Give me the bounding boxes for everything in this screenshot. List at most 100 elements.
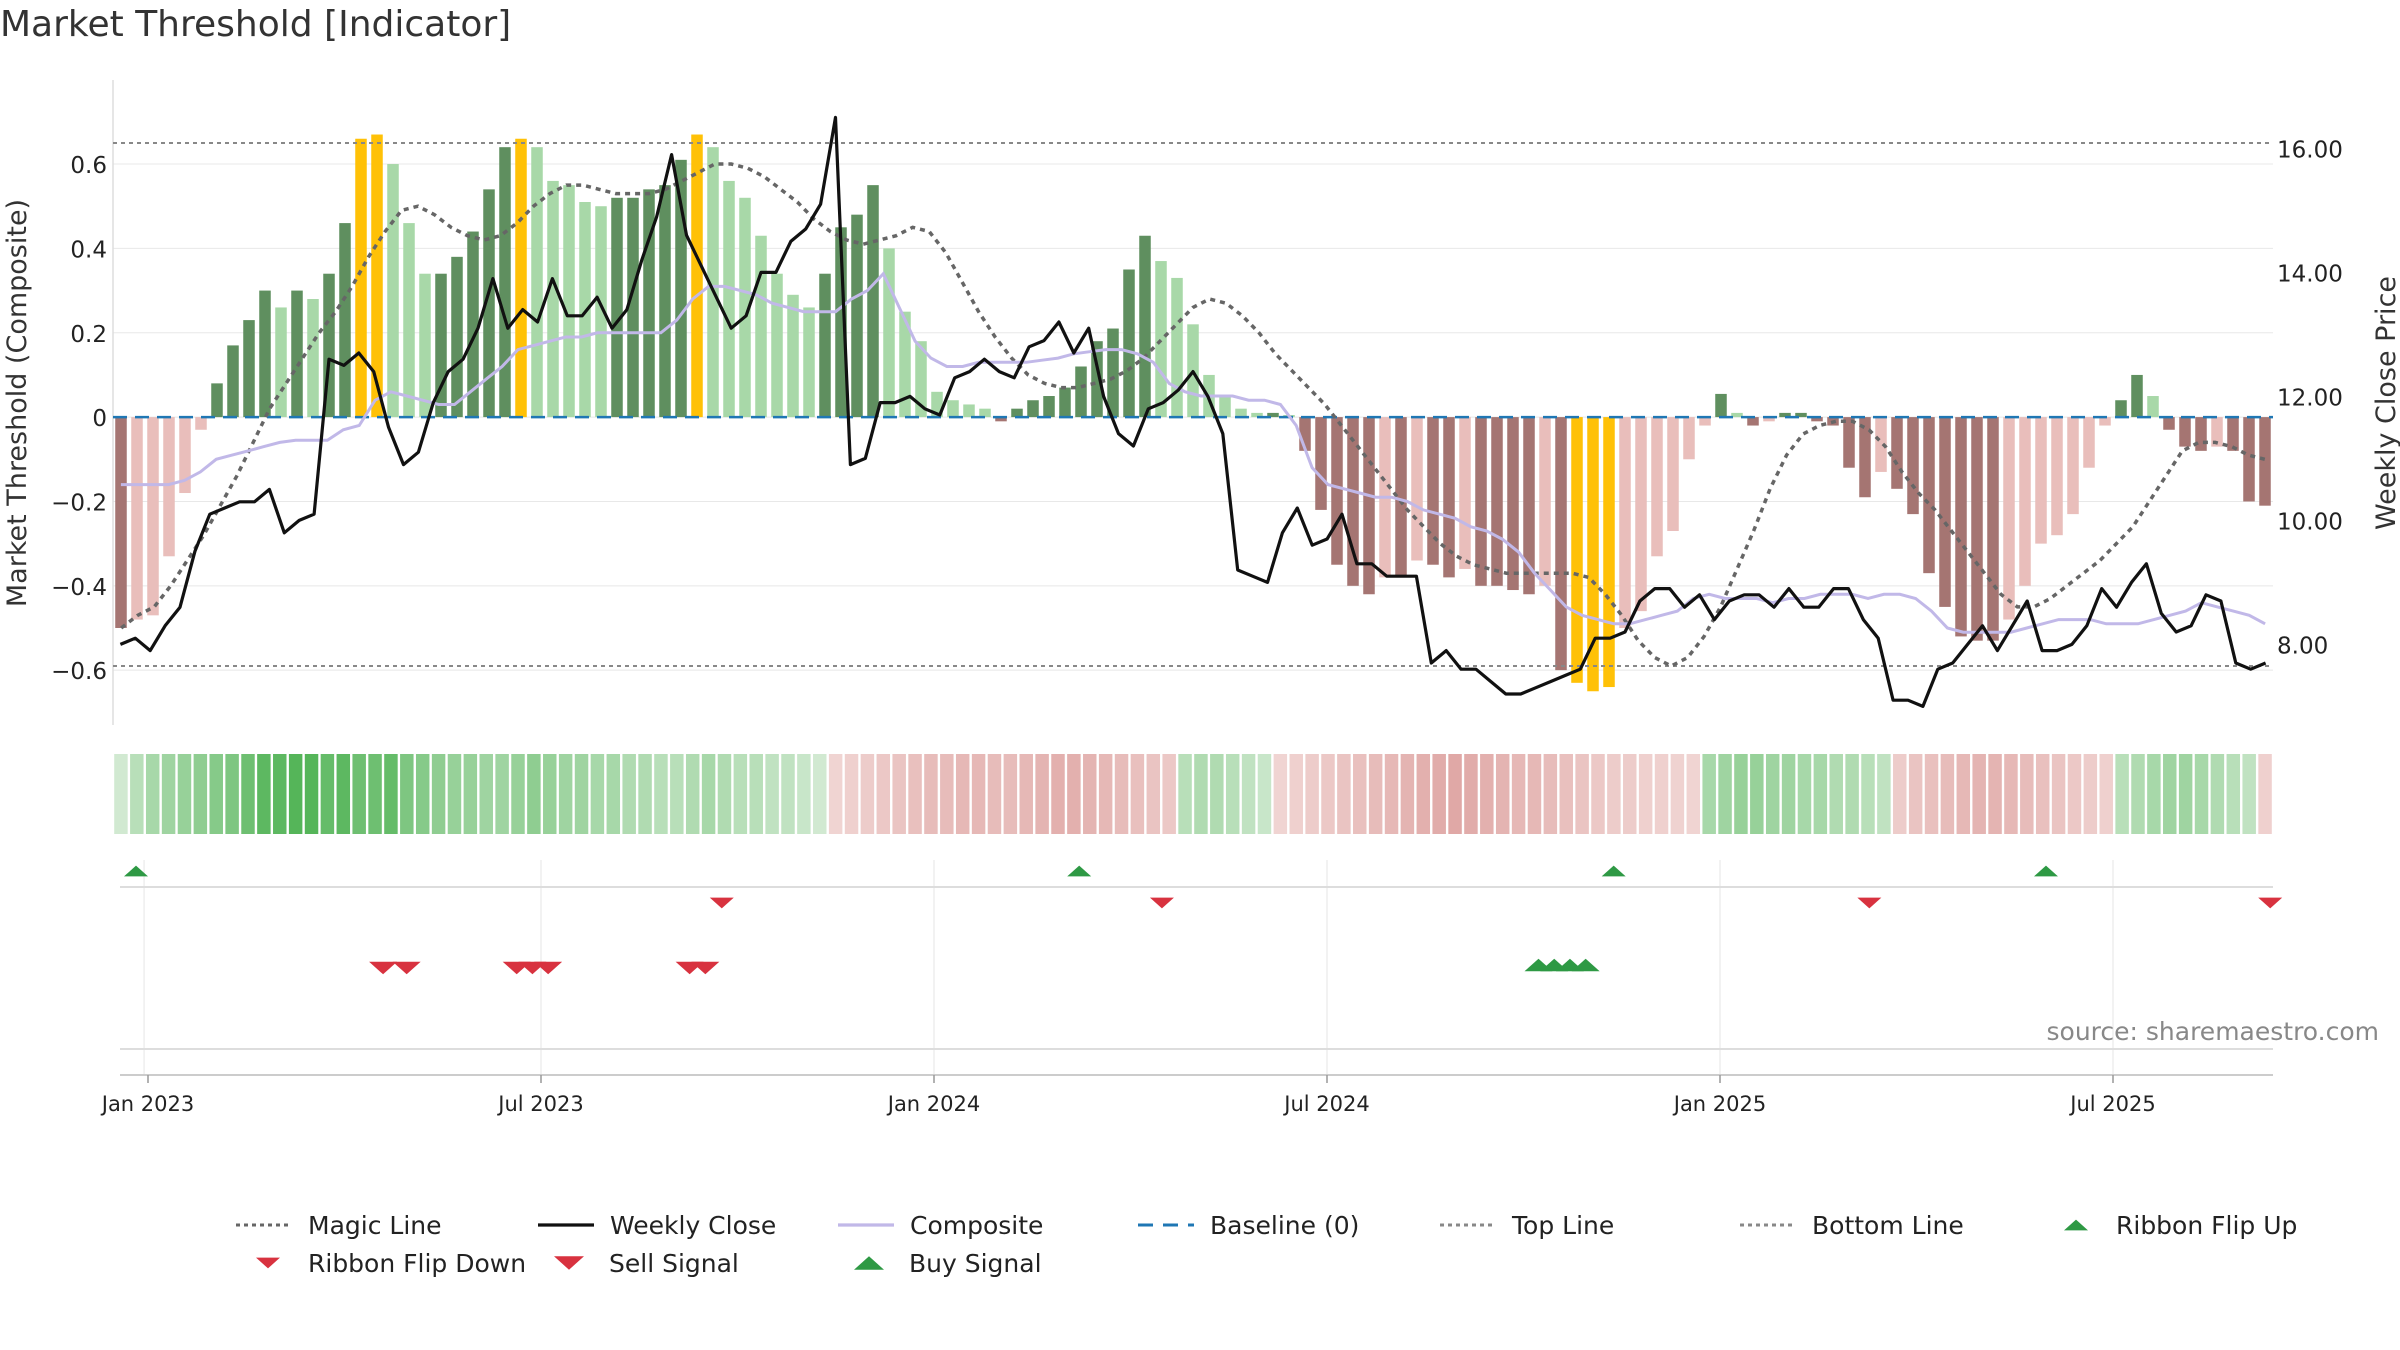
ribbon-cell [1210, 754, 1224, 834]
sell-signal-marker [534, 961, 563, 975]
ribbon-cell [384, 754, 398, 834]
composite-bar [1891, 417, 1903, 489]
composite-bar [115, 417, 127, 628]
composite-bar [1235, 408, 1247, 418]
ribbon-cell [733, 754, 748, 834]
legend-label: Composite [910, 1211, 1043, 1240]
composite-bar [211, 383, 223, 418]
ribbon-cell [1114, 754, 1129, 834]
ribbon-cell [955, 754, 970, 834]
composite-bar [2035, 417, 2047, 544]
ribbon-flip-up-marker [1067, 865, 1092, 877]
ribbon-cell [1845, 754, 1859, 834]
ribbon-cell [2226, 754, 2241, 834]
composite-bar [915, 341, 927, 418]
composite-bar [483, 189, 495, 418]
ribbon-cell [1162, 754, 1176, 834]
ribbon-cell [463, 754, 478, 834]
composite-bar [563, 185, 575, 418]
ribbon-cell [1908, 754, 1923, 834]
ribbon-cell [1035, 754, 1049, 834]
ribbon-cell [1464, 754, 1478, 834]
composite-bar [1875, 417, 1887, 472]
composite-bar [147, 417, 159, 616]
composite-bar [643, 189, 655, 418]
composite-bar [1331, 417, 1343, 565]
composite-bar [723, 180, 735, 418]
composite-bar [179, 417, 191, 494]
ribbon-cell [765, 754, 779, 834]
legend-label: Ribbon Flip Up [2116, 1211, 2297, 1240]
ribbon-cell [1305, 754, 1319, 834]
ribbon-cell [940, 754, 954, 834]
legend-label: Baseline (0) [1210, 1211, 1359, 1240]
composite-bar [1779, 412, 1791, 418]
ribbon-cell [1591, 754, 1605, 834]
ribbon-cell [781, 754, 795, 834]
composite-bar [1395, 417, 1407, 578]
composite-bar [131, 417, 143, 620]
composite-bar [739, 197, 751, 418]
composite-bar [2131, 374, 2143, 418]
composite-bar [1635, 417, 1647, 612]
composite-bar [1411, 417, 1423, 561]
composite-bar [243, 320, 255, 418]
ribbon-cell [1098, 754, 1113, 834]
composite-bar [371, 134, 383, 418]
ribbon-cell [304, 754, 319, 834]
ribbon-cell [860, 754, 875, 834]
legend-label: Ribbon Flip Down [308, 1249, 526, 1278]
ribbon-cell [1321, 754, 1335, 834]
ribbon-cell [2099, 754, 2113, 834]
composite-bar [867, 185, 879, 418]
source-label: source: sharemaestro.com [2047, 1017, 2380, 1046]
composite-bar [995, 417, 1007, 422]
ribbon-cell [1623, 754, 1637, 834]
composite-bar [419, 273, 431, 418]
composite-bar [1699, 417, 1711, 426]
ribbon-cell [241, 754, 255, 834]
ribbon-cell [209, 754, 223, 834]
composite-bar [547, 180, 559, 418]
composite-bar [307, 299, 319, 418]
ribbon-cell [1750, 754, 1764, 834]
ribbon-cell [971, 754, 986, 834]
composite-bar [1843, 417, 1855, 468]
ribbon-cell [177, 754, 192, 834]
composite-bar [691, 134, 703, 418]
legend-label: Top Line [1511, 1211, 1614, 1240]
composite-bar [355, 138, 367, 418]
legend-marker [854, 1256, 884, 1270]
ribbon-cell [2210, 754, 2225, 834]
composite-bar [1123, 269, 1135, 418]
composite-bar [1459, 417, 1471, 569]
composite-bar [1507, 417, 1519, 591]
y2-axis-label: Weekly Close Price [2371, 276, 2400, 530]
composite-bar [2195, 417, 2207, 451]
composite-bar [755, 235, 767, 418]
legend-marker [256, 1257, 280, 1269]
ribbon-cell [701, 754, 716, 834]
composite-bar [2003, 417, 2015, 620]
x-tick-label: Jul 2024 [1282, 1092, 1369, 1116]
ribbon-cell [273, 754, 287, 834]
ribbon-cell [543, 754, 557, 834]
composite-bar [387, 164, 399, 418]
ribbon-cell [447, 754, 462, 834]
legend-label: Magic Line [308, 1211, 442, 1240]
composite-bar [1907, 417, 1919, 515]
x-tick-label: Jan 2023 [100, 1092, 195, 1116]
composite-bar [1011, 408, 1023, 418]
composite-bar [1171, 277, 1183, 418]
ribbon-cell [2020, 754, 2034, 834]
x-tick-label: Jan 2025 [1672, 1092, 1767, 1116]
composite-bar [931, 391, 943, 418]
ribbon-cell [2242, 754, 2256, 834]
composite-bar [1955, 417, 1967, 637]
composite-bar [1347, 417, 1359, 586]
composite-bar [1811, 417, 1823, 422]
composite-bar [771, 273, 783, 418]
composite-bar [1075, 366, 1087, 418]
x-tick-label: Jul 2025 [2068, 1092, 2155, 1116]
